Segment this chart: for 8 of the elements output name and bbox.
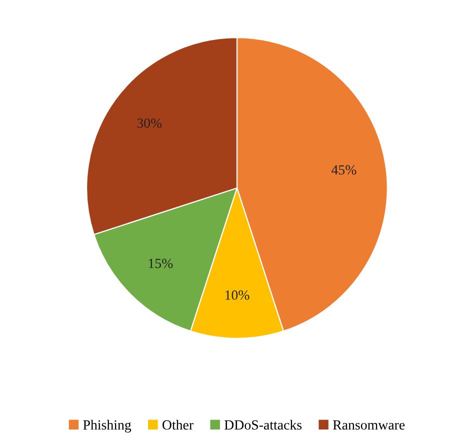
legend-label: DDoS-attacks	[224, 420, 302, 430]
legend-label: Ransomware	[333, 420, 405, 430]
data-label: 45%	[332, 165, 356, 175]
data-label: 15%	[148, 258, 173, 268]
legend-label: Other	[162, 420, 194, 430]
data-label: 10%	[225, 290, 250, 300]
data-label: 30%	[137, 118, 162, 128]
legend-label: Phishing	[83, 420, 132, 432]
